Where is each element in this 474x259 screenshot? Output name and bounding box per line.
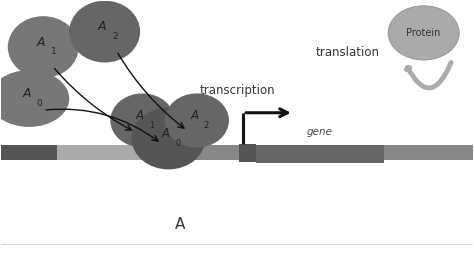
Bar xyxy=(0,145,474,160)
FancyArrowPatch shape xyxy=(406,62,451,88)
Text: A: A xyxy=(36,36,45,49)
Text: 2: 2 xyxy=(112,32,118,41)
Text: gene: gene xyxy=(307,127,333,137)
Ellipse shape xyxy=(388,6,459,60)
Text: 2: 2 xyxy=(204,121,209,130)
Ellipse shape xyxy=(164,93,229,148)
Text: Protein: Protein xyxy=(407,28,441,38)
Ellipse shape xyxy=(0,70,69,127)
Bar xyxy=(256,145,383,163)
Text: translation: translation xyxy=(316,46,380,59)
Text: A: A xyxy=(98,20,107,33)
Text: 1: 1 xyxy=(51,47,56,56)
Text: 0: 0 xyxy=(175,139,181,148)
Ellipse shape xyxy=(8,16,79,78)
Bar xyxy=(239,144,256,162)
Ellipse shape xyxy=(132,107,205,169)
Text: A: A xyxy=(175,217,185,232)
Ellipse shape xyxy=(69,1,140,62)
Text: A: A xyxy=(162,127,170,140)
Text: transcription: transcription xyxy=(199,84,275,97)
Text: A: A xyxy=(22,88,31,100)
Bar xyxy=(0,145,57,160)
Text: A: A xyxy=(191,109,199,122)
Text: 0: 0 xyxy=(36,99,42,108)
Bar xyxy=(57,145,190,160)
Text: A: A xyxy=(136,109,144,122)
Text: 1: 1 xyxy=(149,121,155,130)
Ellipse shape xyxy=(110,93,174,148)
